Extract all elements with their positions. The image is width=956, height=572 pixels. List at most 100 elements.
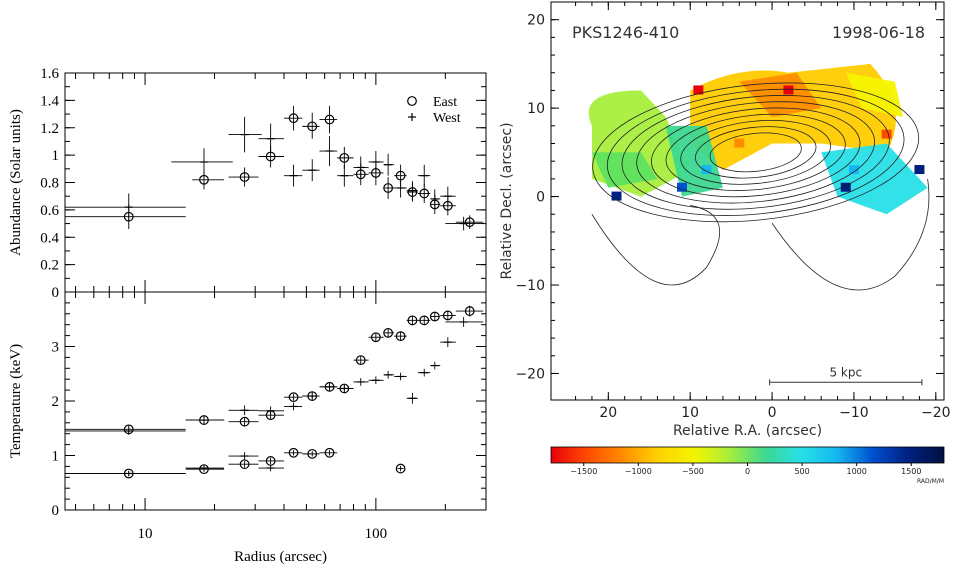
colorbar-tick-label: 1000 xyxy=(846,467,866,476)
y-tick-label: −10 xyxy=(515,278,545,294)
series-west xyxy=(65,116,484,231)
x-tick-label: 10 xyxy=(138,526,153,542)
y-tick-label: 2 xyxy=(52,394,60,410)
data-point-east xyxy=(355,355,366,366)
y-tick-label: 20 xyxy=(527,13,545,29)
contour xyxy=(650,107,861,198)
data-point-east xyxy=(395,331,406,342)
rm-pixel-cluster xyxy=(677,182,687,192)
contour xyxy=(591,205,721,286)
x-tick-label: −20 xyxy=(921,405,951,421)
colorbar-tick-label: −1000 xyxy=(625,467,652,476)
contour xyxy=(771,178,930,291)
data-point-east xyxy=(383,327,394,338)
legend-label-west: West xyxy=(433,111,461,126)
rm-pixel-cluster xyxy=(848,165,859,175)
data-point-east xyxy=(324,447,335,458)
y-tick-label: 1.4 xyxy=(40,93,59,109)
data-point-east xyxy=(239,459,250,470)
legend-marker-east xyxy=(407,96,417,106)
rotation-measure-map: 20 10 0 −10 −20 20 10 0 −10 −20 PKS1246-410 1998-06… xyxy=(499,1,951,485)
rm-patch xyxy=(591,152,658,188)
contour xyxy=(636,101,876,204)
x-axis-label: Radius (arcsec) xyxy=(234,549,327,565)
data-point-east xyxy=(288,447,299,458)
y-tick-label: 0.4 xyxy=(40,230,59,246)
legend-label-east: East xyxy=(433,95,457,110)
contour-lines xyxy=(591,82,930,291)
data-point-east xyxy=(419,188,430,199)
data-point-east xyxy=(419,315,430,326)
contour xyxy=(694,126,817,179)
rm-pixel-cluster xyxy=(881,129,892,139)
data-point-east xyxy=(288,113,299,124)
rm-pixel-cluster xyxy=(914,165,925,175)
y-tick-label: 0.8 xyxy=(40,176,59,192)
y-tick-label: 3 xyxy=(52,340,60,356)
data-point-east xyxy=(407,315,418,326)
y-tick-label: 10 xyxy=(527,101,545,117)
colorbar-tick-label: 1500 xyxy=(901,467,921,476)
colorbar-tick-label: −1500 xyxy=(570,467,597,476)
y-axis-label: Relative Decl. (arcsec) xyxy=(499,122,515,279)
colorbar-gradient xyxy=(550,446,945,464)
data-point-east xyxy=(464,306,475,316)
data-point-east xyxy=(324,114,335,125)
rm-pixel-cluster xyxy=(693,85,704,95)
data-point-east xyxy=(395,463,406,474)
data-point-east xyxy=(239,416,250,427)
map-title-source: PKS1246-410 xyxy=(572,23,679,42)
y-tick-label: 1.2 xyxy=(40,121,59,137)
series-east xyxy=(65,305,484,479)
plot-frame xyxy=(64,72,487,293)
y-tick-label: 0.6 xyxy=(40,203,59,219)
panel-temperature: 0 1 2 3 Temperature (keV) 10 100 Radius (arcsec… xyxy=(8,291,487,565)
y-tick-label: 0 xyxy=(536,190,545,206)
colorbar-tick-label: −500 xyxy=(682,467,704,476)
rm-pixel-cluster xyxy=(611,191,622,201)
x-tick-label: −10 xyxy=(839,405,869,421)
rm-pixel-cluster xyxy=(734,138,745,148)
panel-abundance: 0 0.2 0.4 0.6 0.8 1 1.2 1.4 1.6 Abundance (Solar … xyxy=(8,66,487,301)
y-axis-label: Temperature (keV) xyxy=(8,344,24,458)
data-point-east xyxy=(288,392,299,403)
data-point-east xyxy=(339,152,350,163)
data-point-east xyxy=(239,172,250,182)
contour xyxy=(665,113,846,191)
y-tick-label: −20 xyxy=(515,366,545,382)
colorbar-tick-label: 0 xyxy=(745,467,750,476)
scale-bar-label: 5 kpc xyxy=(829,365,862,379)
data-point-east xyxy=(429,311,440,322)
y-tick-label: 1.6 xyxy=(40,66,59,82)
contour xyxy=(709,132,802,173)
y-tick-label: 1 xyxy=(52,449,60,465)
series-east xyxy=(65,105,484,230)
contour xyxy=(606,88,905,216)
contour xyxy=(592,82,920,223)
x-tick-label: 20 xyxy=(599,405,617,421)
rm-pixel-cluster xyxy=(701,165,712,175)
rm-pixel-cluster xyxy=(783,85,794,95)
y-tick-label: 1 xyxy=(52,148,60,164)
x-tick-label: 0 xyxy=(768,405,777,421)
profile-chart: 0 0.2 0.4 0.6 0.8 1 1.2 1.4 1.6 Abundance (Solar … xyxy=(8,66,487,565)
x-tick-label: 100 xyxy=(365,526,388,542)
map-panel: 20 10 0 −10 −20 20 10 0 −10 −20 PKS1246-410 1998-06… xyxy=(499,1,951,439)
y-tick-label: 0 xyxy=(52,503,60,519)
data-point-east xyxy=(199,464,209,475)
contour xyxy=(621,95,890,210)
data-point-east xyxy=(442,310,453,321)
data-point-east xyxy=(307,121,318,132)
x-axis-label: Relative R.A. (arcsec) xyxy=(673,423,822,439)
map-title-date: 1998-06-18 xyxy=(832,23,925,42)
series-west xyxy=(65,317,484,477)
colorbar: −1500 −1000 −500 0 500 1000 1500 RAD/M/M xyxy=(550,446,945,485)
y-tick-label: 0.2 xyxy=(40,258,59,274)
contour xyxy=(680,120,832,185)
y-tick-label: 0 xyxy=(52,285,60,301)
y-axis-label: Abundance (Solar units) xyxy=(8,109,24,256)
colorbar-unit: RAD/M/M xyxy=(917,478,944,485)
x-tick-label: 10 xyxy=(681,405,699,421)
rm-pixel-cluster xyxy=(840,182,851,192)
